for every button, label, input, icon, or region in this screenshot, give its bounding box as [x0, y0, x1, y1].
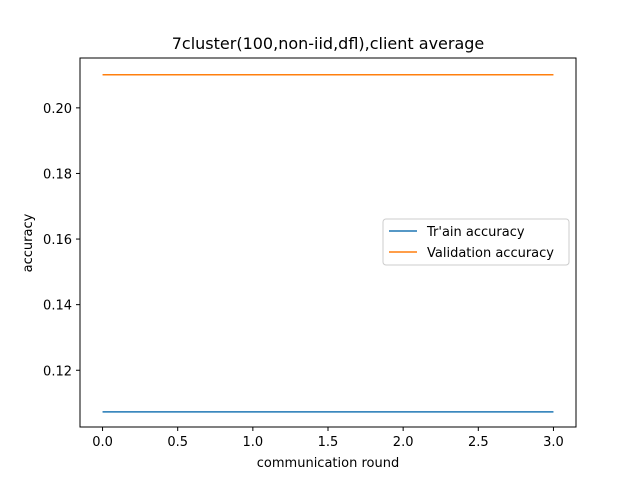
series-lines: [102, 73, 554, 413]
legend-box: [382, 218, 570, 266]
x-axis-ticks: 0.0 0.5 1.0 1.5 2.0 2.5 3.0: [92, 427, 564, 450]
x-axis-label: communication round: [257, 456, 399, 471]
y-tick-label: 0.20: [43, 102, 72, 117]
x-tick-label: 2.0: [393, 435, 414, 450]
x-tick-label: 3.0: [543, 435, 564, 450]
x-tick-label: 0.0: [92, 435, 113, 450]
y-tick-label: 0.18: [43, 167, 72, 182]
legend-label: Validation accuracy: [427, 246, 554, 261]
chart-title: 7cluster(100,non-iid,dfl),client average: [172, 34, 485, 53]
x-tick-label: 1.0: [243, 435, 264, 450]
legend-label: Tr'ain accuracy: [426, 225, 525, 240]
legend: Tr'ain accuracy Validation accuracy: [382, 218, 570, 266]
x-tick-label: 2.5: [468, 435, 489, 450]
y-axis-label: accuracy: [21, 213, 36, 272]
x-tick-label: 1.5: [318, 435, 339, 450]
y-tick-label: 0.14: [43, 299, 72, 314]
x-tick-label: 0.5: [167, 435, 188, 450]
y-axis-ticks: 0.12 0.14 0.16 0.18 0.20: [43, 102, 80, 379]
y-tick-label: 0.12: [43, 364, 72, 379]
y-tick-label: 0.16: [43, 233, 72, 248]
axes-frame: [79, 57, 577, 428]
